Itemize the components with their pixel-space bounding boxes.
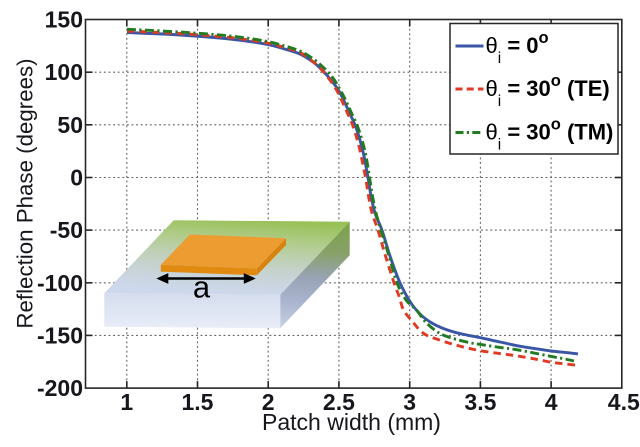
- svg-text:Patch width (mm): Patch width (mm): [262, 409, 441, 435]
- svg-text:150: 150: [45, 7, 83, 33]
- svg-text:2.5: 2.5: [323, 389, 355, 415]
- svg-text:50: 50: [57, 112, 83, 138]
- svg-text:θi = 30o (TM): θi = 30o (TM): [486, 115, 614, 153]
- svg-text:-100: -100: [37, 270, 83, 296]
- svg-text:100: 100: [45, 59, 83, 85]
- svg-text:-50: -50: [50, 217, 83, 243]
- svg-text:1.5: 1.5: [182, 389, 214, 415]
- svg-text:θi = 0o: θi = 0o: [486, 29, 549, 67]
- svg-text:θi = 30o (TE): θi = 30o (TE): [486, 72, 610, 110]
- svg-text:-150: -150: [37, 322, 83, 348]
- svg-text:-200: -200: [37, 375, 83, 401]
- svg-text:Reflection Phase (degrees): Reflection Phase (degrees): [13, 58, 38, 328]
- svg-text:a: a: [193, 270, 211, 305]
- svg-text:3: 3: [403, 389, 416, 415]
- svg-text:1: 1: [120, 389, 133, 415]
- svg-text:4: 4: [545, 389, 558, 415]
- svg-text:3.5: 3.5: [464, 389, 496, 415]
- svg-text:0: 0: [70, 165, 83, 191]
- svg-text:2: 2: [262, 389, 275, 415]
- svg-text:4.5: 4.5: [608, 389, 640, 415]
